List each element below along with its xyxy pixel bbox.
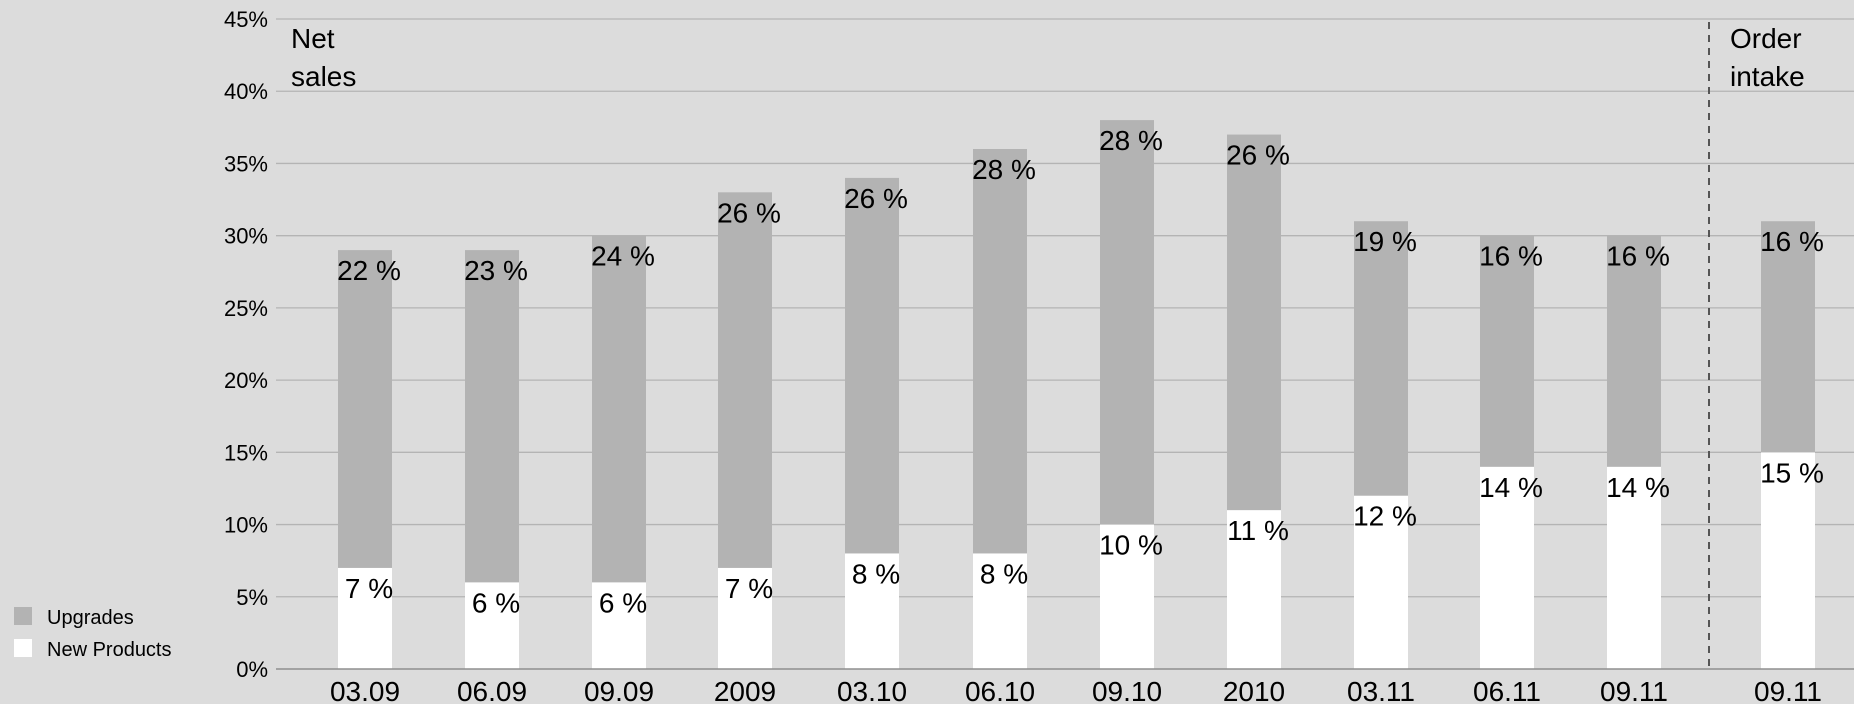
data-label-new-products-5: 8 % [980,558,1028,589]
x-tick-label: 06.11 [1473,676,1541,704]
legend-label-new-products: New Products [47,639,172,661]
data-label-upgrades-5: 28 % [972,154,1036,185]
x-tick-label: 03.09 [330,676,400,704]
bar-new-products-11 [1761,452,1815,669]
legend-label-upgrades: Upgrades [47,607,134,629]
bar-new-products-9 [1480,466,1534,669]
data-label-new-products-11: 15 % [1760,457,1824,488]
x-tick-label: 09.11 [1600,676,1668,704]
bar-upgrades-10 [1607,235,1661,467]
data-label-new-products-1: 6 % [472,587,520,618]
bar-new-products-6 [1100,524,1154,669]
y-axis: 0% 5% 10% 15% 20% 25% 30% 35% 40% 45% [224,7,268,682]
bar-upgrades-1 [465,250,519,583]
y-tick-label: 20% [224,368,268,393]
bar-new-products-1 [465,582,519,669]
bar-new-products-2 [592,582,646,669]
y-tick-label: 10% [224,513,268,538]
data-label-upgrades-0: 22 % [337,255,401,286]
annotation-order-line2: intake [1730,61,1805,92]
data-label-new-products-8: 12 % [1353,501,1417,532]
data-label-new-products-0: 7 % [345,573,393,604]
data-label-new-products-2: 6 % [599,587,647,618]
annotation-net-line1: Net [291,23,335,54]
legend-swatch-upgrades [14,607,32,625]
x-tick-label: 09.11 [1754,676,1822,704]
data-label-new-products-3: 7 % [725,573,773,604]
x-tick-label: 03.11 [1347,676,1415,704]
bar-new-products-0 [338,567,392,669]
y-tick-label: 30% [224,224,268,249]
data-label-new-products-4: 8 % [852,558,900,589]
data-label-upgrades-3: 26 % [717,197,781,228]
data-label-upgrades-4: 26 % [844,183,908,214]
bar-new-products-8 [1354,495,1408,669]
x-tick-label: 2010 [1223,676,1285,704]
bar-upgrades-3 [718,192,772,568]
y-tick-label: 35% [224,151,268,176]
bar-upgrades-4 [845,177,899,554]
data-label-upgrades-2: 24 % [591,241,655,272]
data-label-upgrades-6: 28 % [1099,125,1163,156]
bar-upgrades-7 [1227,134,1281,511]
data-label-new-products-10: 14 % [1606,472,1670,503]
bar-new-products-7 [1227,510,1281,669]
bar-upgrades-11 [1761,221,1815,453]
data-label-new-products-7: 11 % [1227,515,1289,546]
x-axis: 03.09 06.09 09.09 2009 03.10 06.10 09.10 2010 03… [330,676,1822,704]
bars: 7 % 22 % 6 % 23 % 6 % 24 % 7 % 26 % 8 % 26 % 8 % 28… [337,120,1824,669]
data-label-upgrades-1: 23 % [464,255,528,286]
data-label-upgrades-7: 26 % [1226,140,1290,171]
x-tick-label: 09.09 [584,676,654,704]
data-label-upgrades-8: 19 % [1353,226,1417,257]
bar-new-products-10 [1607,466,1661,669]
legend-swatch-new-products [14,639,32,657]
data-label-new-products-6: 10 % [1099,530,1163,561]
x-tick-label: 2009 [714,676,776,704]
y-tick-label: 15% [224,440,268,465]
annotation-net-line2: sales [291,61,356,92]
bar-upgrades-2 [592,235,646,583]
data-label-upgrades-11: 16 % [1760,226,1824,257]
bar-upgrades-6 [1100,120,1154,525]
bar-upgrades-9 [1480,235,1534,467]
x-tick-label: 06.10 [965,676,1035,704]
data-label-new-products-9: 14 % [1479,472,1543,503]
x-tick-label: 06.09 [457,676,527,704]
data-label-upgrades-10: 16 % [1606,241,1670,272]
legend: Upgrades New Products [14,607,172,661]
bar-new-products-4 [845,553,899,669]
bar-upgrades-5 [973,149,1027,554]
bar-new-products-5 [973,553,1027,669]
annotation-order-line1: Order [1730,23,1802,54]
x-tick-label: 09.10 [1092,676,1162,704]
gridlines [276,18,1854,598]
y-tick-label: 25% [224,296,268,321]
y-tick-label: 45% [224,7,268,32]
bar-new-products-3 [718,567,772,669]
bar-upgrades-8 [1354,221,1408,496]
bar-upgrades-0 [338,250,392,568]
y-tick-label: 0% [236,657,268,682]
data-label-upgrades-9: 16 % [1479,241,1543,272]
y-tick-label: 40% [224,79,268,104]
x-tick-label: 03.10 [837,676,907,704]
y-tick-label: 5% [236,585,268,610]
